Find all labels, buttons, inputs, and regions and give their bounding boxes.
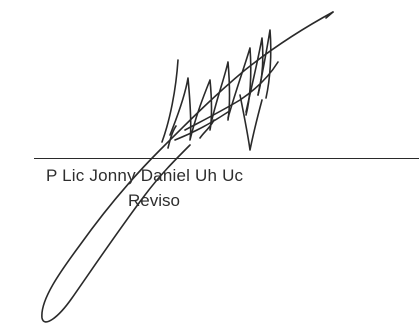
signer-name: P Lic Jonny Daniel Uh Uc: [46, 166, 244, 185]
signer-role: Reviso: [128, 191, 180, 210]
signature-line: [34, 158, 419, 159]
